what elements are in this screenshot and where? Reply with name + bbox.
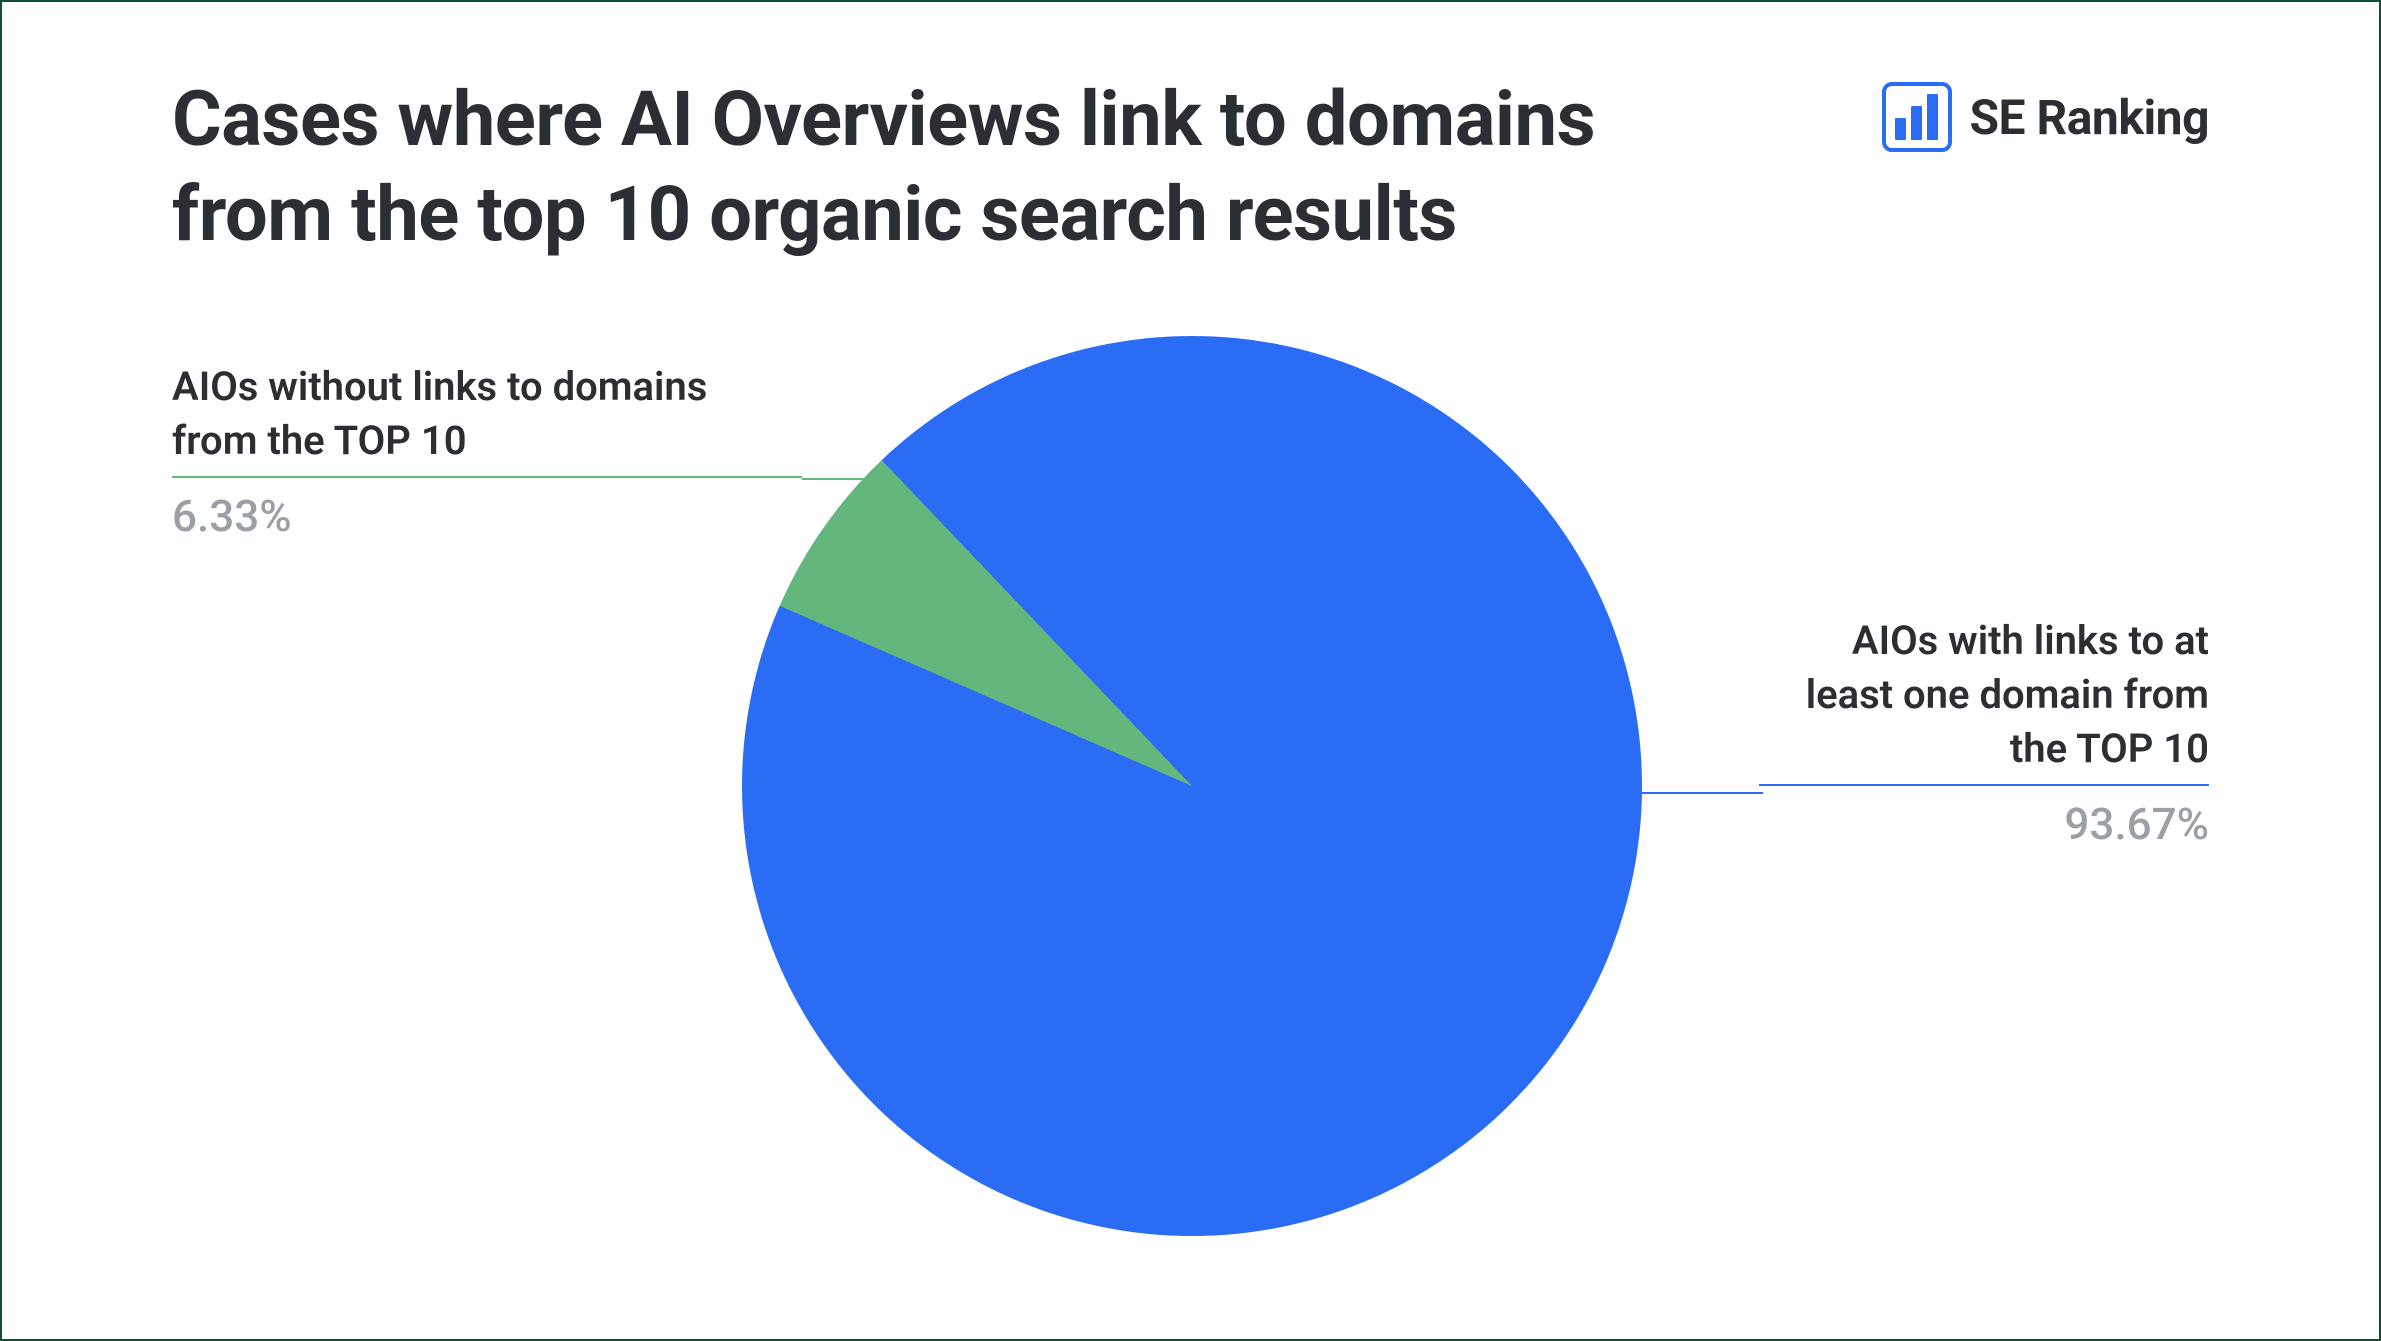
logo-bar bbox=[1911, 106, 1922, 140]
chart-frame: Cases where AI Overviews link to domains… bbox=[0, 0, 2381, 1341]
bar-chart-icon bbox=[1882, 82, 1952, 152]
slice-label-without-links: AIOs without links to domains from the T… bbox=[172, 360, 802, 542]
leader-underline bbox=[172, 476, 802, 478]
pie-chart bbox=[742, 336, 1642, 1236]
leader-line bbox=[802, 478, 892, 480]
slice-label-text: AIOs without links to domains from the T… bbox=[172, 360, 802, 468]
logo-bar bbox=[1927, 94, 1938, 140]
brand-name: SE Ranking bbox=[1970, 89, 2210, 146]
chart-title: Cases where AI Overviews link to domains… bbox=[172, 72, 1672, 262]
brand-logo: SE Ranking bbox=[1882, 82, 2210, 152]
pie-surface bbox=[742, 336, 1642, 1236]
slice-value: 93.67% bbox=[1759, 798, 2209, 850]
leader-underline bbox=[1759, 784, 2209, 786]
slice-label-with-links: AIOs with links to at least one domain f… bbox=[1759, 614, 2209, 850]
slice-value: 6.33% bbox=[172, 490, 802, 542]
logo-bar bbox=[1895, 118, 1906, 140]
slice-label-text: AIOs with links to at least one domain f… bbox=[1759, 614, 2209, 776]
leader-line bbox=[1642, 792, 1763, 794]
